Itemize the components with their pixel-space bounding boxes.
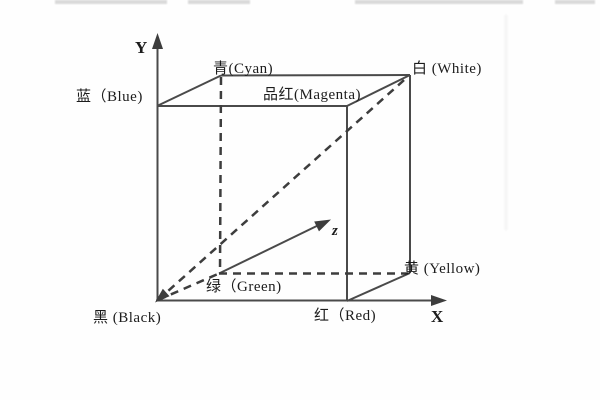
vertex-label-yellow: 黄 (Yellow) (404, 261, 481, 277)
vertex-label-red: 红（Red) (314, 308, 377, 324)
vertex-label-green: 绿（Green) (206, 279, 282, 295)
z-axis-arrowhead (314, 219, 331, 232)
edge-cyan-white (220, 74, 411, 77)
diagonal-black-arrowhead (155, 288, 170, 303)
cropped-text-artifact (355, 0, 523, 4)
vertex-label-magenta: 品红(Magenta) (263, 87, 361, 103)
vertex-label-blue: 蓝（Blue) (76, 89, 143, 105)
vertex-label-white: 白 (White) (412, 61, 482, 77)
gray-diagonal-black-white-dashed (157, 75, 409, 301)
edge-magenta-white (346, 74, 411, 107)
edge-cyan-green-dashed (218, 76, 223, 274)
scan-streak-artifact (505, 15, 507, 230)
edge-red-yellow (346, 272, 411, 302)
y-axis-arrowhead (152, 33, 163, 49)
edge-black-green-dashed (157, 272, 220, 302)
z-axis-label: z (332, 223, 338, 239)
cropped-text-artifact (555, 0, 595, 4)
y-axis-label: Y (135, 38, 148, 57)
edge-blue-cyan (156, 74, 222, 107)
x-axis-label: X (431, 307, 444, 326)
cropped-text-artifact (55, 0, 167, 4)
vertex-label-cyan: 青(Cyan) (213, 61, 274, 77)
cropped-text-artifact (188, 0, 250, 4)
x-axis-arrowhead (431, 295, 447, 306)
z-axis-line (218, 220, 327, 275)
vertex-label-black: 黑 (Black) (93, 310, 162, 326)
